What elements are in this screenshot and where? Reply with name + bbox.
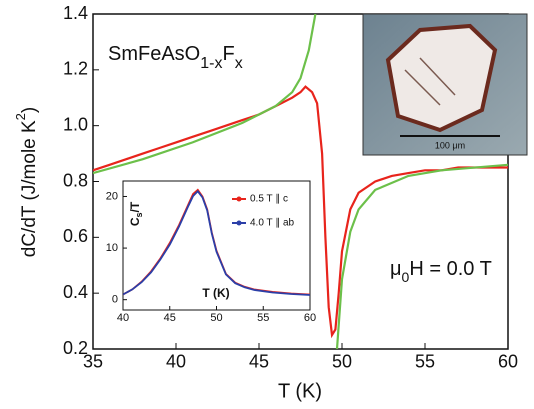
legend-marker: [236, 196, 242, 202]
x-tick-label: 55: [257, 312, 269, 324]
y-tick-label: 0.4: [63, 282, 88, 302]
formula: SmFeAsO1-xFx: [108, 43, 243, 72]
x-tick-label: 35: [83, 351, 103, 371]
x-tick-label: 50: [332, 351, 352, 371]
y-tick-label: 0: [112, 294, 118, 306]
inset-y-label: Cs/T: [128, 201, 144, 226]
y-tick-label: 1.2: [63, 59, 88, 79]
y-tick-label: 0.6: [63, 226, 88, 246]
y-axis-label: dC/dT (J/mole K2): [13, 107, 40, 257]
photo: 100 μm: [362, 13, 528, 156]
y-tick-label: 0.2: [63, 338, 88, 358]
x-tick-label: 50: [210, 312, 222, 324]
x-tick-label: 40: [166, 351, 186, 371]
y-tick-label: 1.4: [63, 3, 88, 23]
y-tick-label: 20: [106, 190, 118, 202]
y-tick-label: 10: [106, 242, 118, 254]
data-line: [93, 85, 508, 339]
data-line: [93, 14, 508, 349]
x-tick-label: 55: [415, 351, 435, 371]
y-tick-label: 0.8: [63, 170, 88, 190]
x-tick-label: 45: [249, 351, 269, 371]
legend-label: 0.5 T ∥ c: [250, 194, 288, 205]
x-tick-label: 60: [304, 312, 316, 324]
field-label: μ0H = 0.0 T: [390, 258, 492, 284]
x-tick-label: 40: [117, 312, 129, 324]
inset-x-label: T (K): [202, 286, 229, 300]
legend-label: 4.0 T ∥ ab: [250, 218, 295, 229]
y-tick-label: 1.0: [63, 114, 88, 134]
data-line: [123, 189, 310, 296]
x-tick-label: 60: [498, 351, 518, 371]
legend-marker: [236, 220, 242, 226]
x-axis-label: T (K): [278, 380, 322, 402]
scale-bar-label: 100 μm: [435, 140, 465, 150]
x-tick-label: 45: [164, 312, 176, 324]
